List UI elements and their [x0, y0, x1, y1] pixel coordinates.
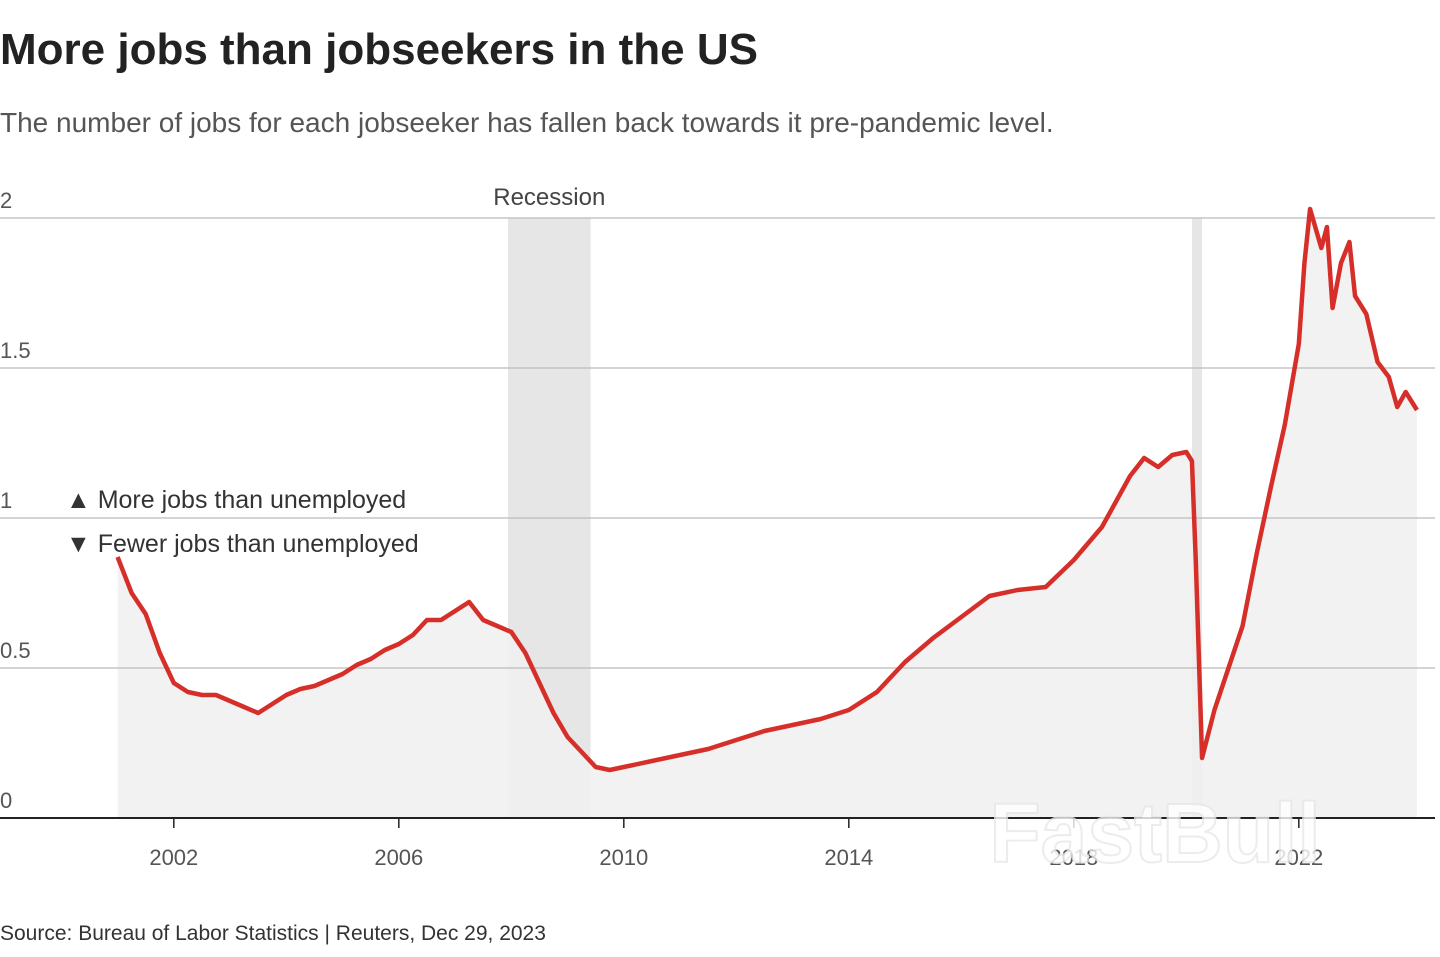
- x-tick-label: 2002: [149, 845, 198, 870]
- x-tick-label: 2018: [1049, 845, 1098, 870]
- source: Source: Bureau of Labor Statistics | Reu…: [0, 922, 546, 945]
- y-tick-label: 0: [0, 788, 12, 813]
- y-tick-label: 2: [0, 188, 12, 213]
- watermark: FastBull: [989, 786, 1320, 880]
- x-tick-label: 2006: [374, 845, 423, 870]
- x-tick-label: 2022: [1274, 845, 1323, 870]
- chart-subtitle: The number of jobs for each jobseeker ha…: [0, 107, 1054, 138]
- chart-title: More jobs than jobseekers in the US: [0, 25, 758, 74]
- y-tick-label: 0.5: [0, 638, 31, 663]
- annotation: ▲ More jobs than unemployed: [66, 486, 406, 514]
- x-tick-label: 2010: [599, 845, 648, 870]
- data-line: [115, 206, 1419, 773]
- y-tick-label: 1.5: [0, 338, 31, 363]
- area: [117, 209, 1417, 818]
- x-tick-label: 2014: [824, 845, 873, 870]
- annotation: ▼ Fewer jobs than unemployed: [66, 530, 419, 558]
- y-tick-label: 1: [0, 488, 12, 513]
- recession-label: Recession: [493, 184, 605, 211]
